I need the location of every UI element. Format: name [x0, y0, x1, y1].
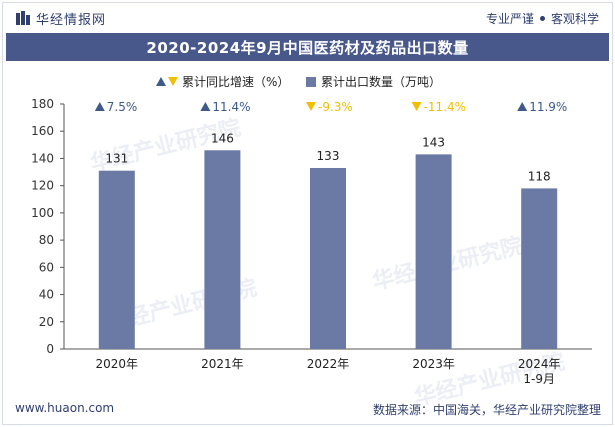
x-tick-label: 1-9月: [523, 372, 555, 386]
legend-bar-swatch: [306, 77, 316, 87]
chart-title: 2020-2024年9月中国医药材及药品出口数量: [146, 38, 469, 57]
bar-value-label: 131: [105, 152, 128, 166]
footer-website[interactable]: www.huaon.com: [15, 401, 115, 415]
legend-volume-label: 累计出口数量（万吨）: [321, 74, 441, 89]
growth-down-marker: [411, 102, 422, 111]
x-tick-label: 2024年: [518, 357, 561, 371]
growth-label: 7.5%: [107, 100, 138, 114]
y-tick-label: 160: [31, 124, 54, 138]
x-tick-label: 2020年: [96, 357, 139, 371]
bar: [415, 154, 452, 349]
tagline: 专业严谨 客观科学: [486, 9, 599, 27]
y-tick-label: 0: [46, 342, 54, 356]
bar: [204, 150, 241, 349]
brand-name: 华经情报网: [36, 12, 107, 28]
growth-label: 11.4%: [212, 100, 250, 114]
bar-value-label: 118: [528, 169, 551, 183]
bar-value-label: 143: [422, 135, 445, 149]
growth-label: -9.3%: [318, 100, 353, 114]
tagline-right: 客观科学: [550, 11, 599, 26]
bar: [310, 167, 346, 349]
x-tick-label: 2022年: [307, 357, 350, 371]
chart-title-bar: 2020-2024年9月中国医药材及药品出口数量: [6, 33, 609, 61]
bar-value-label: 133: [317, 149, 340, 163]
growth-label: 11.9%: [529, 100, 567, 114]
y-tick-label: 20: [39, 315, 54, 329]
legend-down-marker: [168, 77, 178, 86]
y-tick-label: 40: [39, 288, 54, 302]
y-tick-label: 140: [31, 151, 54, 165]
footer-source: 数据来源：中国海关，华经产业研究院整理: [372, 403, 601, 417]
growth-up-marker: [517, 102, 528, 111]
legend-growth-label: 累计同比增速（%）: [182, 75, 289, 89]
bar-value-label: 146: [211, 131, 234, 145]
y-tick-label: 100: [31, 206, 54, 220]
growth-down-marker: [306, 102, 316, 111]
x-tick-label: 2023年: [412, 357, 455, 371]
tagline-left: 专业严谨: [485, 11, 534, 26]
y-tick-label: 120: [31, 179, 54, 193]
bar: [98, 170, 135, 349]
bar: [521, 188, 558, 349]
x-tick-label: 2021年: [201, 357, 244, 371]
huajing-logo-icon: [16, 10, 30, 25]
growth-up-marker: [94, 102, 105, 111]
growth-label: -11.4%: [424, 100, 466, 114]
brand: 华经情报网: [16, 9, 107, 28]
y-tick-label: 180: [31, 97, 54, 111]
separator-dot-icon: [539, 15, 545, 21]
y-tick-label: 80: [39, 233, 54, 247]
growth-up-marker: [200, 102, 211, 111]
legend-up-marker: [156, 77, 166, 86]
y-tick-label: 60: [39, 260, 54, 274]
